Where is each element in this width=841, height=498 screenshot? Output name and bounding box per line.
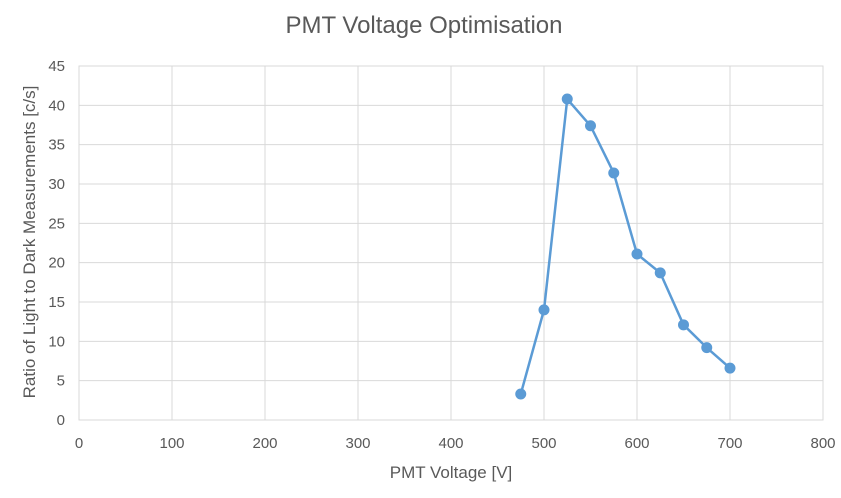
x-axis-label: PMT Voltage [V]: [390, 463, 513, 482]
plot-area: [78, 65, 824, 421]
x-tick-label: 500: [531, 435, 556, 452]
y-tick-label: 20: [48, 255, 65, 272]
chart-title: PMT Voltage Optimisation: [285, 12, 562, 39]
y-tick-label: 35: [48, 137, 65, 154]
x-tick-label: 200: [252, 435, 277, 452]
y-tick-label: 10: [48, 333, 65, 350]
y-tick-label: 0: [57, 412, 65, 429]
y-axis-label: Ratio of Light to Dark Measurements [c/s…: [20, 86, 39, 399]
x-tick-label: 800: [810, 435, 835, 452]
y-tick-label: 40: [48, 97, 65, 114]
data-point: [515, 388, 527, 400]
y-tick-label: 25: [48, 215, 65, 232]
x-tick-label: 100: [159, 435, 184, 452]
x-axis-ticks: 0 100 200 300 400 500 600 700 800: [75, 435, 836, 452]
x-tick-label: 600: [624, 435, 649, 452]
x-tick-label: 400: [438, 435, 463, 452]
y-tick-label: 5: [57, 373, 65, 390]
x-tick-label: 300: [345, 435, 370, 452]
data-point: [678, 319, 689, 331]
data-point: [701, 342, 713, 354]
gridlines: [78, 65, 824, 421]
data-point: [561, 93, 573, 105]
series: [515, 93, 736, 400]
y-tick-label: 45: [48, 58, 65, 75]
data-point: [608, 167, 620, 179]
data-point: [724, 362, 736, 374]
y-tick-label: 30: [48, 176, 65, 193]
x-tick-label: 700: [717, 435, 742, 452]
data-point: [585, 120, 596, 132]
data-point: [654, 267, 666, 279]
y-axis-ticks: 0 5 10 15 20 25 30 35 40 45: [48, 58, 65, 429]
data-point: [538, 304, 550, 316]
y-tick-label: 15: [48, 294, 65, 311]
series-line: [519, 97, 731, 395]
data-point: [631, 248, 643, 260]
x-tick-label: 0: [75, 435, 83, 452]
